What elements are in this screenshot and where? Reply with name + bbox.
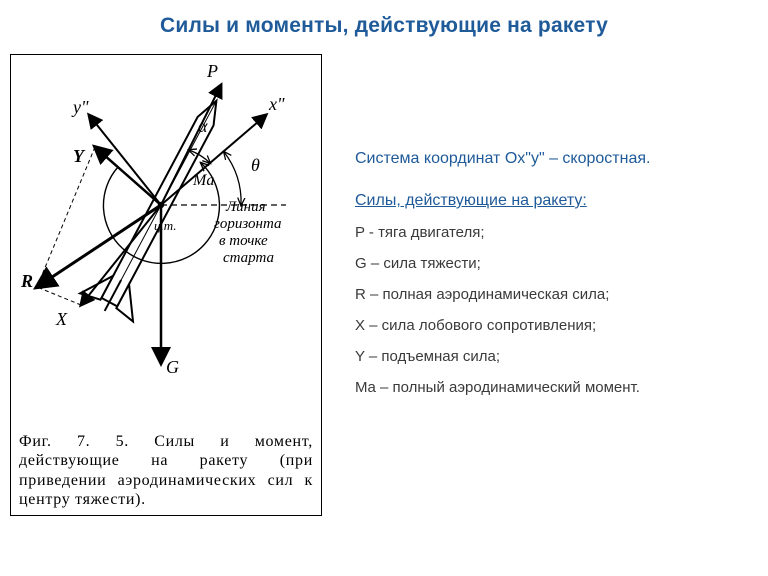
label-ct: ц.т.: [154, 218, 177, 233]
figure-panel: P x" y" Y R X G α θ Ma ц.т. Линия горизо…: [10, 54, 322, 516]
label-alpha: α: [198, 116, 208, 136]
force-item: Ma – полный аэродинамический момент.: [355, 379, 750, 396]
force-item: R – полная аэродинамическая сила;: [355, 286, 750, 303]
force-item: X – сила лобового сопротивления;: [355, 317, 750, 334]
label-Ma: Ma: [192, 172, 214, 189]
slide-title: Силы и моменты, действующие на ракету: [0, 14, 768, 38]
force-item: G – сила тяжести;: [355, 255, 750, 272]
force-item: P - тяга двигателя;: [355, 224, 750, 241]
label-G: G: [166, 357, 179, 377]
label-horiz4: старта: [223, 250, 274, 266]
label-horiz1: Линия: [225, 199, 266, 215]
forces-subhead: Силы, действующие на ракету:: [355, 192, 750, 210]
label-x2: x": [268, 94, 285, 114]
coord-system-note: Система координат Ox"y" – скоростная.: [355, 150, 750, 168]
label-horiz2: горизонта: [214, 216, 281, 232]
label-P: P: [206, 61, 218, 81]
label-horiz3: в точке: [219, 233, 268, 249]
text-column: Система координат Ox"y" – скоростная. Си…: [355, 150, 750, 410]
label-X: X: [55, 309, 68, 329]
figure-caption: Фиг. 7. 5. Силы и момент, действующие на…: [19, 432, 313, 509]
label-y2: y": [71, 97, 89, 117]
label-R: R: [20, 271, 33, 291]
label-Y: Y: [73, 146, 86, 166]
label-theta: θ: [251, 155, 260, 175]
force-item: Y – подъемная сила;: [355, 348, 750, 365]
